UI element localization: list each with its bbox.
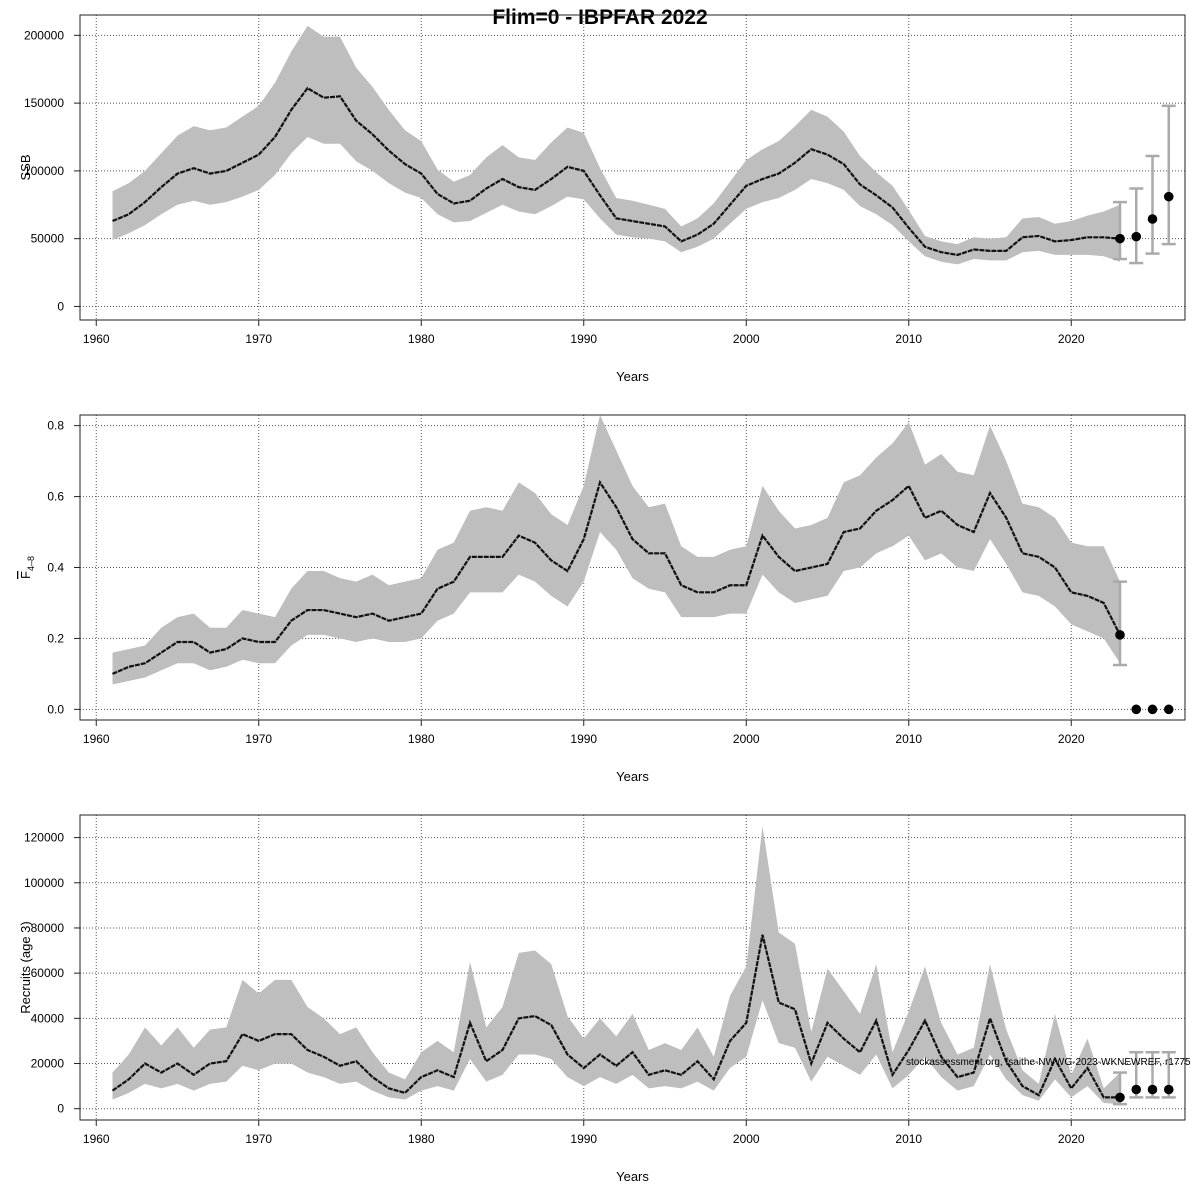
x-tick-label: 1990 — [570, 332, 597, 346]
forecast-point — [1147, 704, 1158, 715]
x-tick-label: 1980 — [408, 732, 435, 746]
estimate-line — [111, 934, 1120, 1099]
forecast-point — [1131, 231, 1142, 242]
y-axis-label: F4–8 — [18, 556, 36, 579]
x-tick-label: 1980 — [408, 1132, 435, 1146]
x-axis-label: Years — [616, 1169, 649, 1184]
x-tick-label: 1960 — [83, 1132, 110, 1146]
x-tick-label: 1960 — [83, 732, 110, 746]
x-tick-label: 2010 — [895, 1132, 922, 1146]
y-tick-label: 80000 — [31, 921, 65, 935]
plot-frame — [79, 14, 1186, 321]
x-tick-label: 2010 — [895, 332, 922, 346]
y-tick-label: 0.6 — [47, 490, 64, 504]
y-tick-label: 100000 — [24, 876, 64, 890]
confidence-band — [112, 25, 1120, 265]
y-tick-label: 0.4 — [47, 561, 64, 575]
x-axis-label: Years — [616, 369, 649, 384]
forecast-point — [1163, 704, 1174, 715]
y-axis-label-main: F — [18, 571, 33, 579]
y-axis-label: SSB — [18, 154, 33, 180]
y-tick-label: 100000 — [24, 164, 64, 178]
x-tick-label: 2000 — [733, 1132, 760, 1146]
x-tick-label: 1980 — [408, 332, 435, 346]
x-tick-label: 1970 — [245, 732, 272, 746]
y-tick-label: 50000 — [31, 232, 65, 246]
panel-1: 1960 1970 1980 1990 2000 2010 2020 0 50000 100000… — [18, 14, 1186, 384]
x-tick-label: 2000 — [733, 332, 760, 346]
x-tick-label: 2020 — [1058, 1132, 1085, 1146]
confidence-band — [112, 415, 1120, 685]
y-tick-label: 0 — [57, 299, 64, 313]
y-tick-label: 20000 — [31, 1057, 65, 1071]
forecast-point — [1163, 191, 1174, 202]
forecast-point — [1131, 1084, 1142, 1095]
x-tick-label: 2000 — [733, 732, 760, 746]
forecast-point — [1163, 1084, 1174, 1095]
panels: 1960 1970 1980 1990 2000 2010 2020 0 50000 100000… — [18, 14, 1186, 1184]
x-tick-label: 1970 — [245, 332, 272, 346]
watermark-text: stockassessment.org, fsaithe-NWWG-2023-W… — [906, 1057, 1191, 1068]
y-tick-label: 0 — [57, 1102, 64, 1116]
x-tick-label: 1990 — [570, 1132, 597, 1146]
y-tick-label: 0.2 — [47, 631, 64, 645]
y-tick-label: 0.0 — [47, 702, 64, 716]
y-tick-label: 60000 — [31, 966, 65, 980]
estimate-line — [112, 479, 1121, 675]
x-tick-label: 2020 — [1058, 732, 1085, 746]
panel-3: 1960 1970 1980 1990 2000 2010 2020 0 20000 40000 6… — [18, 814, 1186, 1184]
forecast-point — [1147, 1084, 1158, 1095]
x-tick-label: 2010 — [895, 732, 922, 746]
y-tick-label: 40000 — [31, 1011, 65, 1025]
y-axis-label: Recruits (age 3) — [18, 921, 33, 1013]
x-tick-label: 1960 — [83, 332, 110, 346]
forecast-point — [1115, 233, 1125, 244]
y-tick-label: 120000 — [24, 831, 64, 845]
forecast-point — [1115, 630, 1125, 640]
x-tick-label: 1990 — [570, 732, 597, 746]
y-tick-label: 200000 — [24, 28, 64, 42]
x-axis-label: Years — [616, 769, 649, 784]
forecast-point — [1131, 704, 1142, 715]
y-tick-label: 0.8 — [47, 419, 64, 433]
forecast-point — [1147, 214, 1158, 224]
x-tick-label: 1970 — [245, 1132, 272, 1146]
forecast-point — [1115, 1092, 1125, 1103]
y-axis-label-sub: 4–8 — [26, 556, 36, 571]
estimate-line — [112, 86, 1121, 257]
panel-2: 1960 1970 1980 1990 2000 2010 2020 0.0 0.2 0.4 0.6… — [18, 414, 1186, 784]
figure-title: Flim=0 - IBPFAR 2022 — [492, 6, 707, 29]
y-tick-label: 150000 — [24, 96, 64, 110]
x-tick-label: 2020 — [1058, 332, 1085, 346]
plot-frame — [79, 814, 1186, 1121]
